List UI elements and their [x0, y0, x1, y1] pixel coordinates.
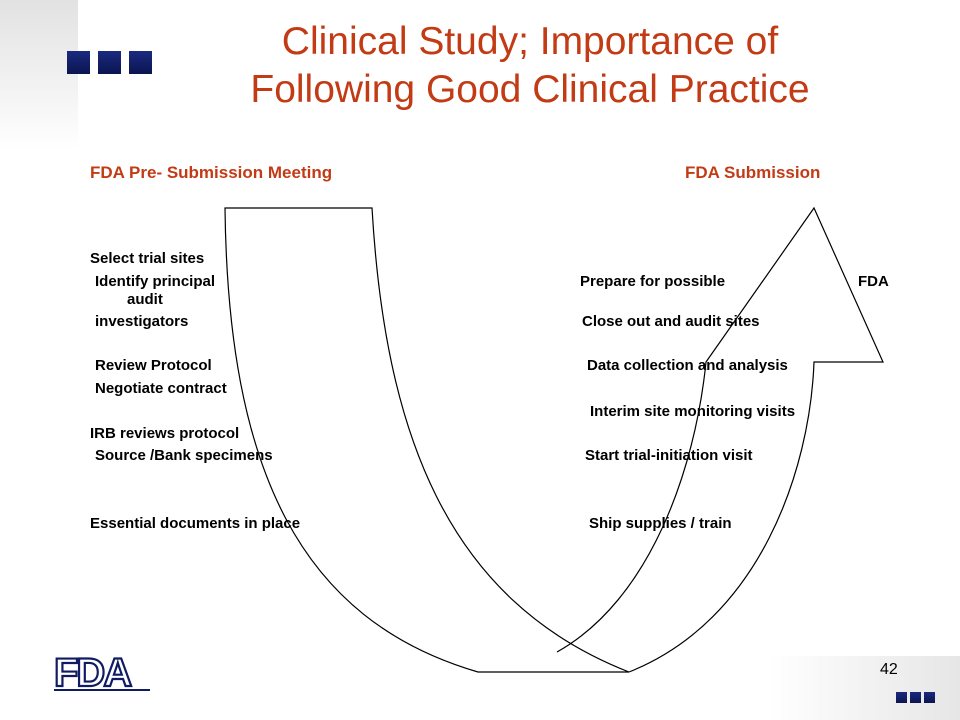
title-line-2: Following Good Clinical Practice: [250, 68, 810, 111]
header-pre-submission: FDA Pre- Submission Meeting: [90, 163, 333, 182]
title-line-1: Clinical Study; Importance of: [281, 20, 779, 63]
decorative-bottom-band: [770, 656, 960, 720]
header-submission: FDA Submission: [685, 163, 821, 182]
decorative-square: [924, 692, 935, 703]
item-audit-word: audit: [127, 291, 163, 308]
decorative-left-band: [0, 0, 78, 150]
item-data-collection: Data collection and analysis: [587, 357, 788, 374]
item-essential-docs: Essential documents in place: [90, 515, 301, 532]
slide-title: Clinical Study; Importance of Following …: [160, 18, 900, 114]
decorative-square: [67, 51, 90, 74]
decorative-square: [896, 692, 907, 703]
item-irb-reviews: IRB reviews protocol: [90, 425, 240, 442]
item-ship-supplies: Ship supplies / train: [589, 515, 732, 532]
item-negotiate-contract: Negotiate contract: [95, 380, 227, 397]
item-start-trial: Start trial-initiation visit: [585, 447, 753, 464]
decorative-square: [129, 51, 152, 74]
decorative-square: [910, 692, 921, 703]
page-number: 42: [880, 661, 898, 678]
decorative-square: [98, 51, 121, 74]
u-arrow-shape: [224, 206, 884, 673]
item-identify-pi: Identify principal: [95, 273, 216, 290]
item-prepare-audit: Prepare for possible: [580, 273, 726, 290]
fda-logo-text: FDA: [54, 653, 131, 693]
item-investigators: investigators: [95, 313, 189, 330]
item-fda-word: FDA: [858, 273, 889, 290]
item-close-out: Close out and audit sites: [582, 313, 760, 330]
fda-logo: FDA: [53, 653, 150, 693]
item-review-protocol: Review Protocol: [95, 357, 212, 374]
item-source-bank: Source /Bank specimens: [95, 447, 273, 464]
item-interim-monitoring: Interim site monitoring visits: [590, 403, 796, 420]
item-select-sites: Select trial sites: [90, 250, 205, 267]
